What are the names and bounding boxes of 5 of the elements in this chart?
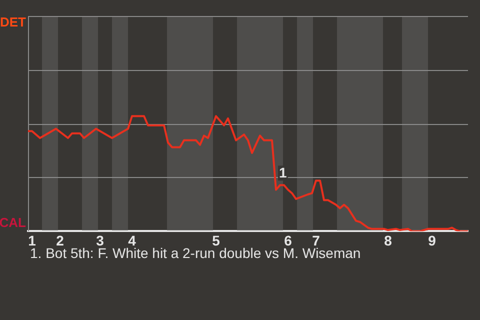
annotation: 1 (279, 164, 287, 181)
text: DET (0, 14, 26, 30)
text: CAL (0, 214, 26, 230)
x-tick-label: 8 (384, 232, 392, 248)
x-tick-label: 9 (428, 232, 436, 248)
